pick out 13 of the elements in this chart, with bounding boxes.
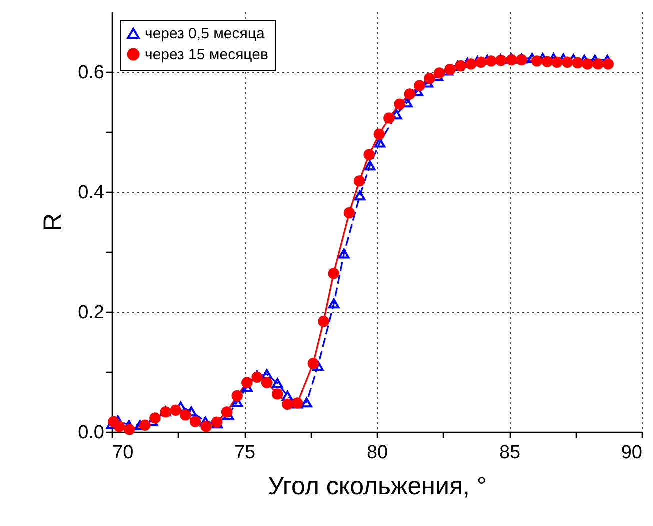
x-tick-label: 75 xyxy=(234,442,256,464)
x-axis-title: Угол скольжения, ° xyxy=(268,472,487,500)
y-tick-label: 0.4 xyxy=(78,182,105,204)
x-tick-label: 80 xyxy=(366,442,388,464)
x-tick-label: 90 xyxy=(621,442,642,464)
y-tick-label: 0.6 xyxy=(78,62,104,84)
legend-label: через 0,5 месяца xyxy=(145,26,266,42)
y-tick-label: 0.0 xyxy=(78,422,104,444)
y-tick-label: 0.2 xyxy=(78,302,104,324)
x-tick-label: 70 xyxy=(112,442,134,464)
legend-label: через 15 месяцев xyxy=(145,46,268,64)
y-axis-title: R xyxy=(39,213,68,232)
x-tick-label: 85 xyxy=(499,442,521,464)
